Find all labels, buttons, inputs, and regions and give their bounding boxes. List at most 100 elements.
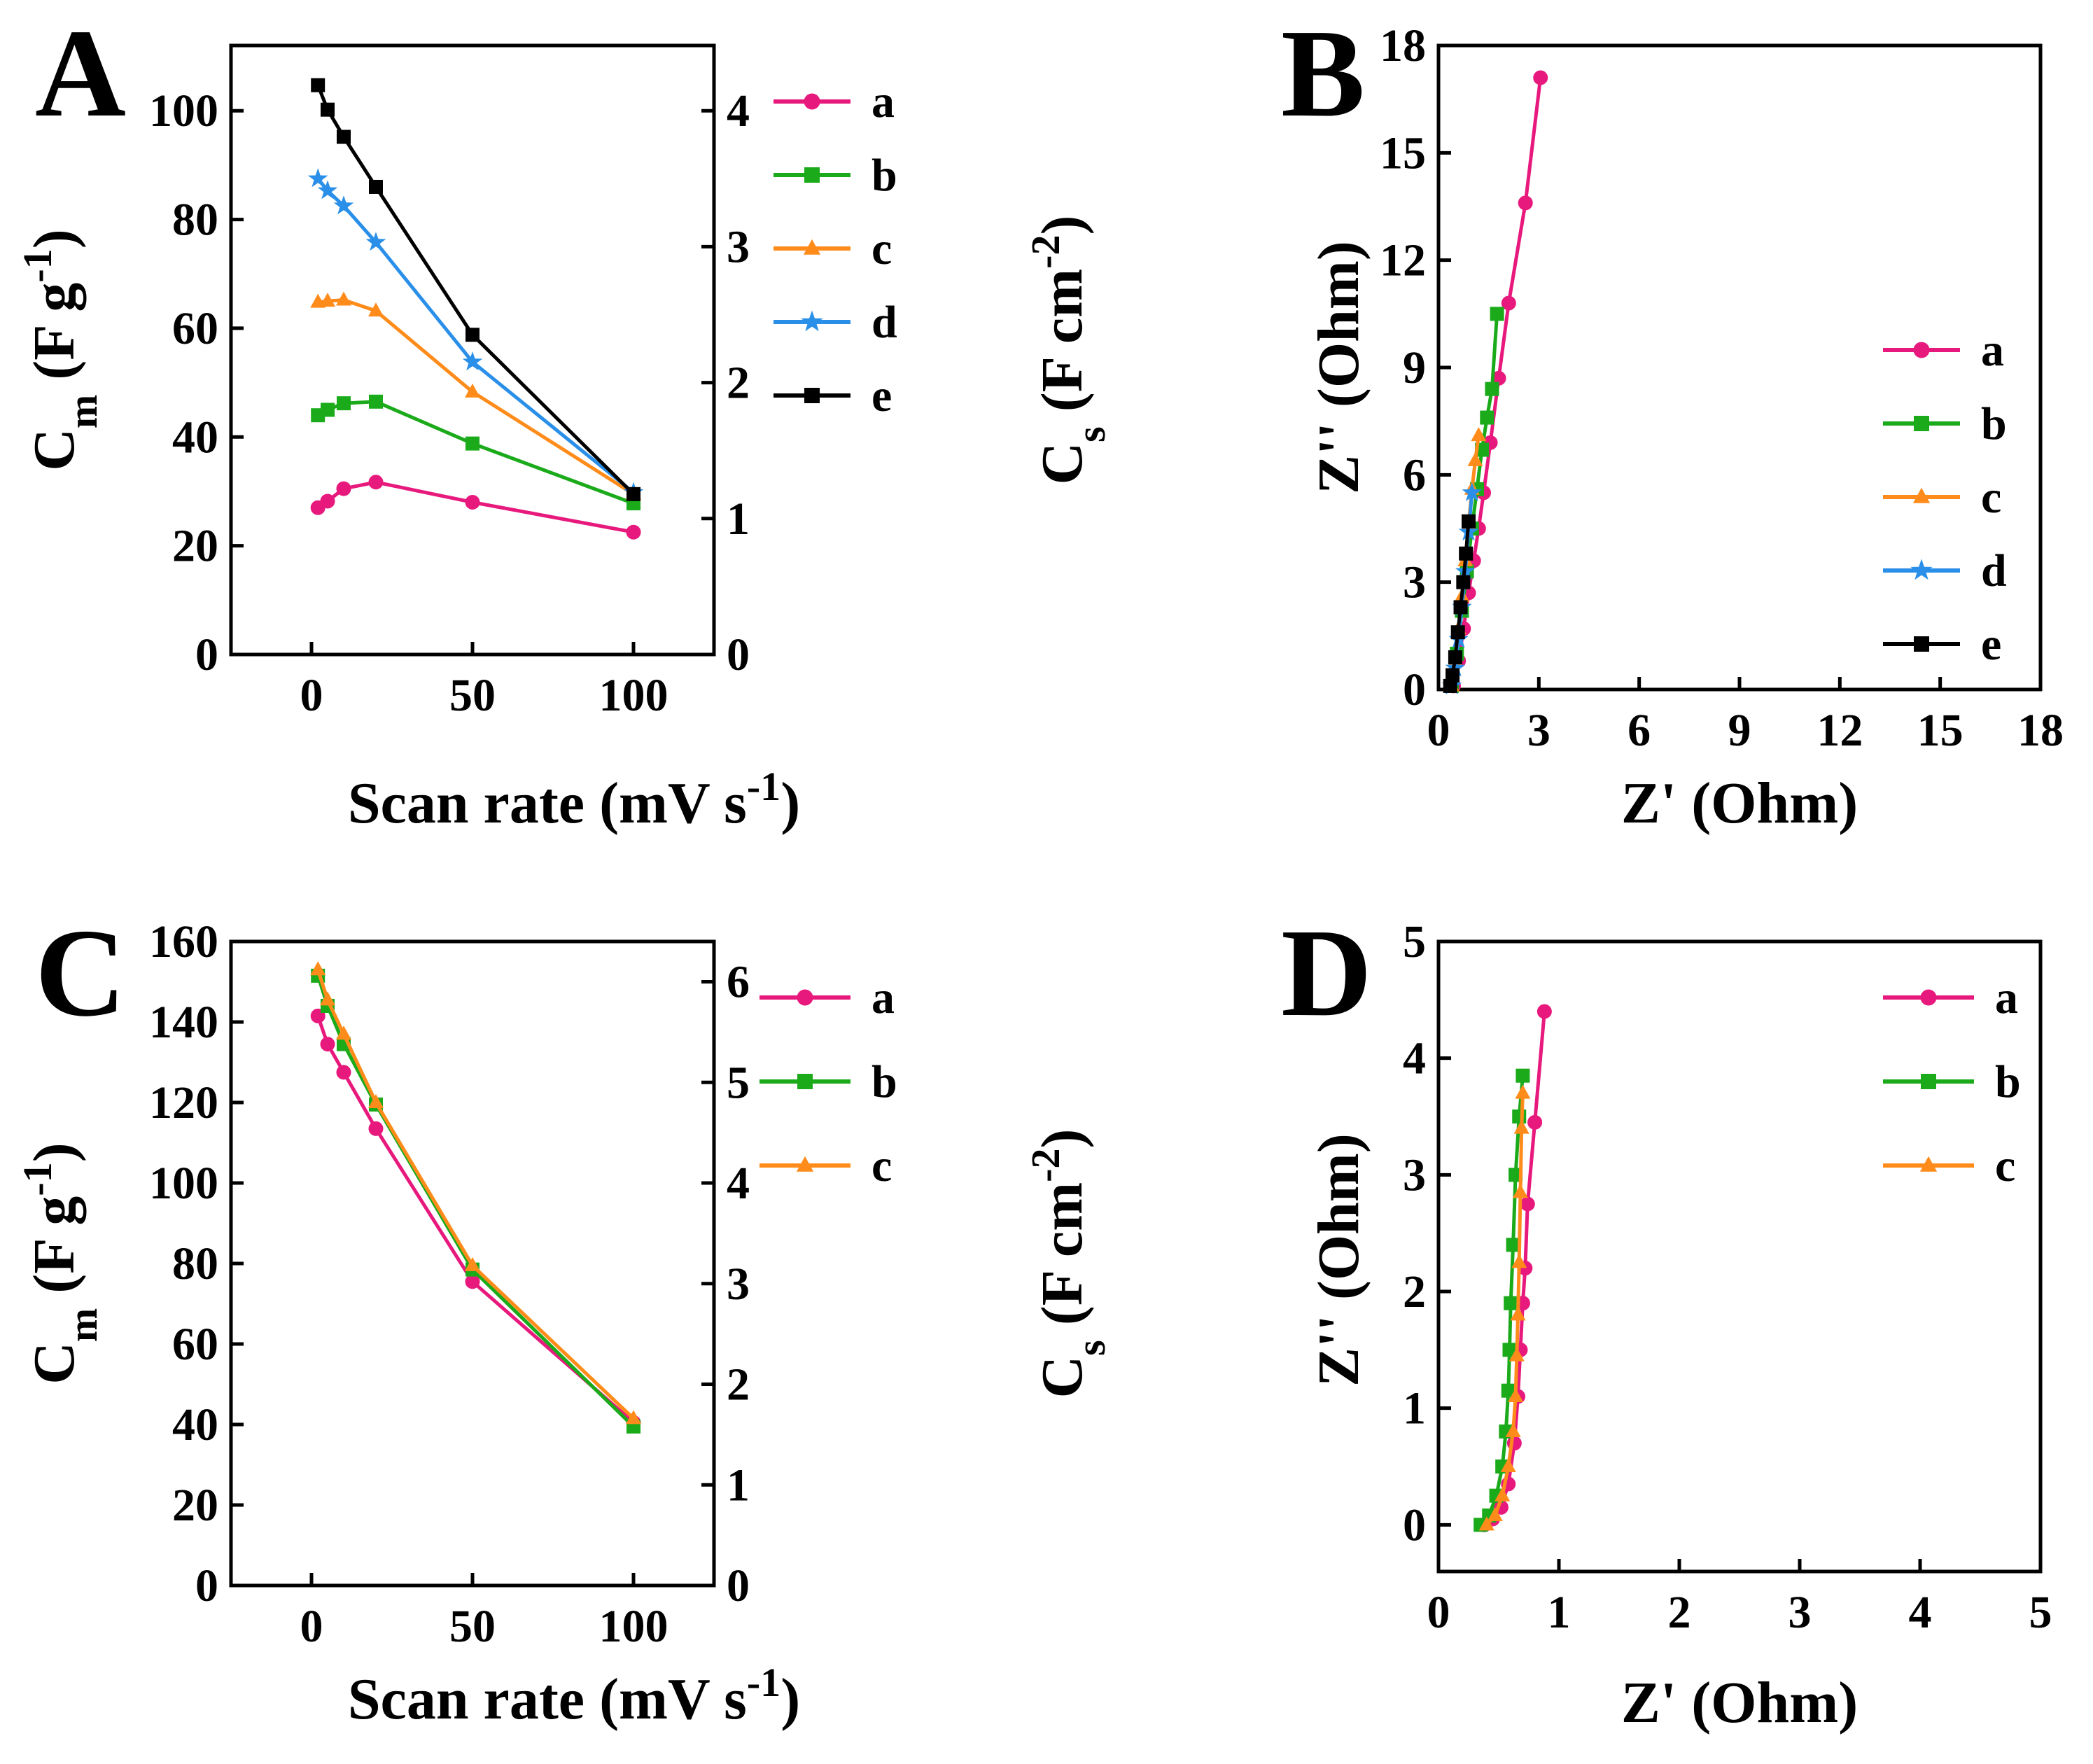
y-tick-label: 3 [1403, 557, 1426, 608]
data-point [1462, 482, 1482, 501]
y-tick-label: 0 [1403, 664, 1426, 715]
data-point [1513, 1119, 1530, 1134]
y-tick-label: 40 [172, 412, 218, 463]
label-part: -2 [1023, 234, 1068, 268]
series-b [1474, 1068, 1530, 1532]
y-tick-label: 160 [149, 916, 218, 967]
y-axis-title: Z'' (Ohm) [1306, 1133, 1371, 1387]
x-tick-label: 5 [2029, 1587, 2052, 1638]
y-tick-label: 0 [1403, 1499, 1426, 1550]
data-point [368, 1121, 384, 1136]
series-c [310, 961, 641, 1424]
x-tick-label: 100 [599, 670, 668, 721]
data-point [336, 1065, 351, 1080]
data-point [1501, 295, 1516, 311]
x-tick-label: 0 [1427, 705, 1450, 756]
legend-marker [796, 1156, 814, 1172]
y-tick-label: 0 [195, 629, 218, 680]
label-part: -1 [15, 248, 60, 282]
data-point [1505, 1423, 1521, 1437]
data-point [320, 991, 335, 1006]
label-part: C [1030, 442, 1095, 485]
label-part: m [60, 395, 106, 428]
y2-tick-label: 3 [727, 221, 750, 272]
label-part: m [60, 1308, 106, 1342]
panel-B: B 0 3 6 9 12 15 18 0 3 6 9 12 15 18 Z' (Ohm) Z'' (Ohm) ab… [1281, 4, 2064, 836]
label-part: s [1068, 1340, 1114, 1356]
data-point [320, 493, 335, 509]
series-a [310, 475, 641, 540]
legend-label: d [872, 297, 897, 348]
data-point [1508, 1388, 1524, 1402]
data-point [1462, 514, 1476, 528]
data-point [1502, 1343, 1517, 1357]
series-b [311, 968, 640, 1434]
legend-label: b [872, 150, 897, 201]
data-point [1478, 1516, 1494, 1531]
data-point [1508, 1347, 1525, 1362]
series-line [316, 975, 635, 1428]
data-point [1456, 575, 1471, 589]
y2-tick-label: 0 [727, 1560, 750, 1611]
x-tick-label: 50 [449, 670, 496, 721]
label-part: -1 [747, 764, 780, 809]
data-point [337, 396, 351, 411]
data-point [1448, 650, 1462, 664]
panel-letter: D [1281, 903, 1372, 1042]
data-point [1515, 1084, 1531, 1099]
y2-tick-label: 1 [727, 493, 750, 545]
data-point [626, 1410, 641, 1424]
data-point [1512, 1110, 1527, 1124]
data-point [310, 961, 326, 976]
data-point [1450, 625, 1465, 640]
legend-label: a [1995, 972, 2018, 1023]
legend-label: e [872, 370, 892, 421]
x-tick-label: 50 [449, 1601, 496, 1652]
legend-marker [804, 93, 820, 110]
series-line [316, 969, 635, 1420]
x-axis-title: Scan rate (mV s-1) [348, 764, 800, 836]
data-point [465, 383, 480, 398]
data-point [320, 1037, 335, 1052]
legend-marker [1920, 989, 1937, 1006]
data-point [1510, 1306, 1526, 1321]
label-part: C [1030, 1356, 1095, 1399]
series-a [1476, 1004, 1552, 1532]
x-axis-title: Scan rate (mV s-1) [348, 1660, 800, 1732]
data-point [1485, 382, 1499, 396]
y-tick-label: 6 [1403, 449, 1426, 500]
y2-tick-label: 3 [727, 1259, 750, 1310]
y-tick-label: 0 [195, 1560, 218, 1611]
data-point [1500, 1458, 1516, 1472]
data-point [462, 351, 483, 371]
label-part: (F cm [1030, 269, 1095, 426]
legend-marker [804, 167, 820, 183]
label-part: (F g [22, 283, 87, 395]
legend-label: b [1995, 1056, 2021, 1107]
y2-tick-label: 4 [727, 1158, 750, 1209]
data-point [465, 495, 480, 510]
data-point [1504, 1296, 1518, 1310]
axes-frame [1436, 939, 2043, 1574]
data-point [465, 436, 479, 451]
data-point [336, 1026, 351, 1040]
data-point [337, 130, 351, 144]
y-tick-label: 100 [149, 85, 218, 136]
y-tick-label: 3 [1403, 1149, 1426, 1200]
data-point [368, 475, 384, 490]
panel-letter: B [1281, 4, 1365, 143]
data-point [365, 232, 386, 251]
y-axis-title: Cm (F g-1) [15, 1142, 106, 1384]
y-tick-label: 5 [1403, 916, 1426, 967]
data-point [1518, 195, 1533, 211]
series-c [310, 291, 641, 500]
legend-label: a [872, 972, 895, 1023]
x-tick-label: 3 [1527, 705, 1550, 756]
y-tick-label: 60 [172, 1319, 218, 1370]
data-point [1512, 1184, 1528, 1198]
axes-frame [229, 43, 716, 657]
x-tick-label: 100 [599, 1601, 668, 1652]
data-point [1533, 70, 1548, 85]
